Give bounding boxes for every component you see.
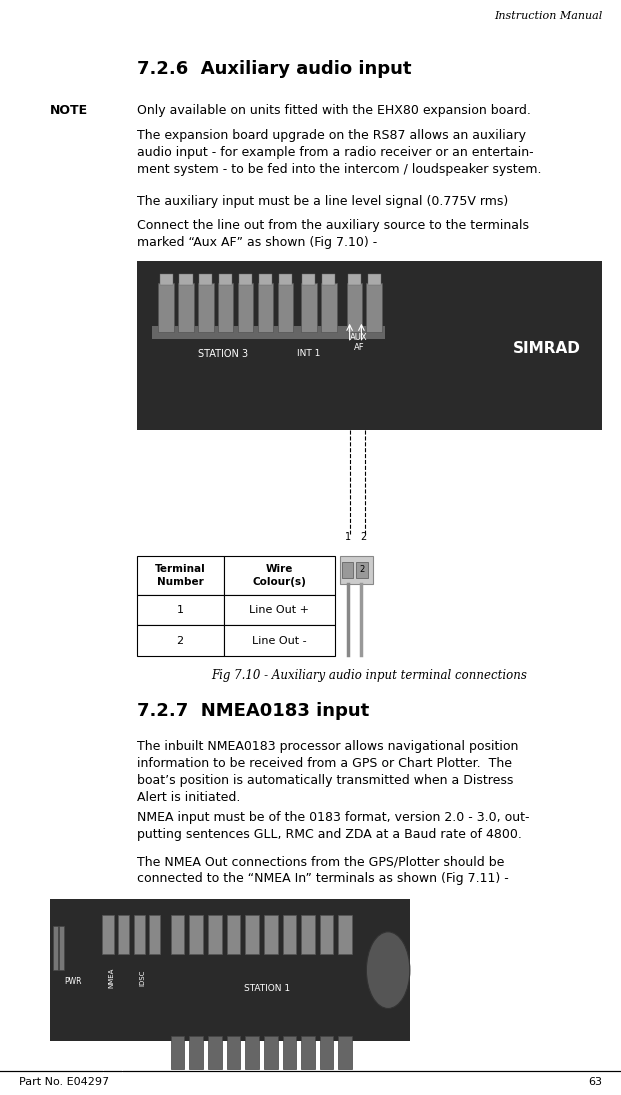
Bar [118,915,129,954]
Bar [102,915,114,954]
Text: Wire
Colour(s): Wire Colour(s) [253,564,306,587]
Bar [283,915,296,954]
Bar [224,625,335,656]
Bar [238,283,253,332]
Text: Only available on units fitted with the EHX80 expansion board.: Only available on units fitted with the … [137,104,530,117]
Text: STATION 1: STATION 1 [244,984,290,993]
Bar [53,926,58,970]
Bar [160,274,173,285]
Bar [224,556,335,595]
Text: INT 1: INT 1 [297,349,320,358]
Bar [239,274,252,285]
Bar [320,915,333,954]
Text: 2: 2 [176,635,184,646]
Bar [245,1036,259,1069]
Bar [179,274,193,285]
Text: Instruction Manual: Instruction Manual [494,11,602,22]
Bar [348,274,361,285]
Text: The NMEA Out connections from the GPS/Plotter should be
connected to the “NMEA I: The NMEA Out connections from the GPS/Pl… [137,855,509,885]
Text: 7.2.6  Auxiliary audio input: 7.2.6 Auxiliary audio input [137,60,411,78]
Bar [264,915,278,954]
Text: 7.2.7  NMEA0183 input: 7.2.7 NMEA0183 input [137,702,369,719]
Bar [227,1036,240,1069]
Text: PWR: PWR [65,977,82,986]
Bar [321,283,337,332]
Text: SIMRAD: SIMRAD [512,341,581,356]
Bar [301,915,315,954]
Bar [158,283,174,332]
Bar [208,915,222,954]
FancyBboxPatch shape [137,261,602,430]
Text: 1: 1 [345,532,351,542]
Text: The expansion board upgrade on the RS87 allows an auxiliary
audio input - for ex: The expansion board upgrade on the RS87 … [137,129,541,176]
Bar [227,915,240,954]
Bar [218,283,233,332]
Text: AUX
AF: AUX AF [350,333,368,353]
Bar [189,1036,203,1069]
Bar [301,283,317,332]
Bar [278,283,293,332]
Text: IDSC: IDSC [139,970,145,986]
Bar [302,274,315,285]
Text: NMEA input must be of the 0183 format, version 2.0 - 3.0, out-
putting sentences: NMEA input must be of the 0183 format, v… [137,811,529,841]
Text: STATION 3: STATION 3 [199,348,248,359]
Bar [340,556,373,584]
Text: 2: 2 [360,532,366,542]
Bar [320,1036,333,1069]
Bar [259,274,272,285]
Bar [368,274,381,285]
Bar [198,283,214,332]
Bar [322,274,335,285]
Bar [137,556,224,595]
Bar [283,1036,296,1069]
Bar [347,283,362,332]
Bar [356,562,368,578]
Bar [366,283,382,332]
FancyBboxPatch shape [50,899,410,1041]
Bar [224,595,335,625]
Text: 2: 2 [360,565,365,575]
Bar [199,274,212,285]
Bar [149,915,160,954]
Bar [208,1036,222,1069]
Bar [59,926,64,970]
Bar [189,915,203,954]
Bar [279,274,292,285]
Bar [137,595,224,625]
Bar [245,915,259,954]
Text: NOTE: NOTE [50,104,88,117]
Text: Line Out -: Line Out - [252,635,307,646]
Text: Fig 7.10 - Auxiliary audio input terminal connections: Fig 7.10 - Auxiliary audio input termina… [212,669,527,682]
Text: 63: 63 [588,1076,602,1087]
Bar [137,625,224,656]
Text: NMEA: NMEA [108,968,114,988]
Bar [258,283,273,332]
Text: The auxiliary input must be a line level signal (0.775V rms): The auxiliary input must be a line level… [137,195,508,208]
Bar [178,283,194,332]
Bar [338,915,352,954]
Bar [219,274,232,285]
Bar [264,1036,278,1069]
Circle shape [366,932,410,1008]
Text: Line Out +: Line Out + [250,604,309,615]
Bar [171,915,184,954]
Bar [171,1036,184,1069]
Text: Terminal
Number: Terminal Number [155,564,206,587]
Bar [301,1036,315,1069]
Text: The inbuilt NMEA0183 processor allows navigational position
information to be re: The inbuilt NMEA0183 processor allows na… [137,740,518,804]
Bar [152,326,385,339]
Bar [342,562,353,578]
Text: Part No. E04297: Part No. E04297 [19,1076,109,1087]
Bar [134,915,145,954]
Text: 1: 1 [176,604,184,615]
Bar [338,1036,352,1069]
Text: Connect the line out from the auxiliary source to the terminals
marked “Aux AF” : Connect the line out from the auxiliary … [137,219,528,249]
